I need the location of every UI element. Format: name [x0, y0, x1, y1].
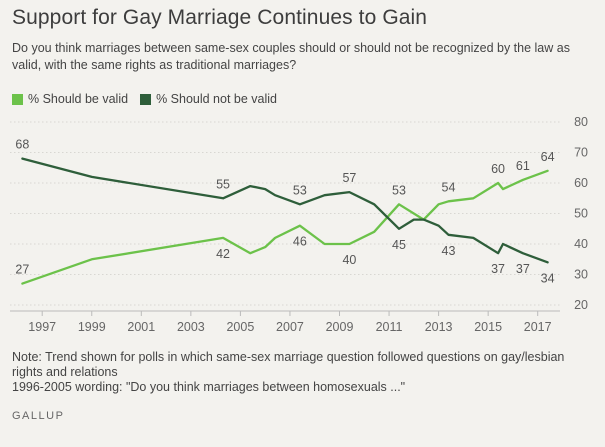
data-label: 46: [293, 235, 307, 249]
data-label: 42: [216, 247, 230, 261]
data-label: 27: [15, 263, 29, 277]
data-label: 68: [15, 138, 29, 152]
data-label: 37: [491, 262, 505, 276]
legend-item-not-valid: % Should not be valid: [140, 92, 277, 106]
y-tick-label: 60: [574, 176, 588, 190]
y-tick-label: 20: [574, 298, 588, 312]
chart-subtitle: Do you think marriages between same-sex …: [12, 41, 570, 72]
legend-item-valid: % Should be valid: [12, 92, 128, 106]
x-tick-label: 2005: [226, 320, 254, 334]
data-label: 61: [516, 159, 530, 173]
data-label: 37: [516, 262, 530, 276]
data-label: 43: [442, 244, 456, 258]
data-label: 64: [541, 150, 555, 164]
data-label: 53: [392, 183, 406, 197]
gallup-logo: GALLUP: [12, 410, 65, 422]
data-label: 57: [342, 171, 356, 185]
legend-swatch-not-valid: [140, 93, 152, 105]
x-tick-label: 1997: [28, 320, 56, 334]
y-tick-label: 80: [574, 115, 588, 129]
data-label: 54: [442, 180, 456, 194]
data-label: 34: [541, 271, 555, 285]
x-tick-label: 2013: [425, 320, 453, 334]
chart-note: Note: Trend shown for polls in which sam…: [12, 350, 597, 395]
y-tick-label: 50: [574, 207, 588, 221]
line-chart: 20 30 40 50 60 70 80 1997 1999 2001 2003 2005 2007 20…: [10, 115, 588, 334]
series-line-should-be-valid: [21, 169, 549, 285]
x-tick-label: 2007: [276, 320, 304, 334]
data-label: 40: [342, 253, 356, 267]
chart-title: Support for Gay Marriage Continues to Ga…: [12, 6, 428, 29]
data-label: 53: [293, 183, 307, 197]
data-label: 45: [392, 238, 406, 252]
legend-label-valid: % Should be valid: [28, 92, 129, 106]
note-wording: 1996-2005 wording: "Do you think marriag…: [12, 380, 406, 394]
x-tick-label: 2015: [474, 320, 502, 334]
data-label: 60: [491, 162, 505, 176]
y-tick-label: 30: [574, 268, 588, 282]
y-tick-label: 70: [574, 146, 588, 160]
x-tick-label: 2017: [524, 320, 552, 334]
x-tick-label: 1999: [78, 320, 106, 334]
series-line-should-not-be-valid: [21, 157, 549, 264]
x-tick-label: 2009: [326, 320, 354, 334]
x-tick-label: 2003: [177, 320, 205, 334]
x-tick-label: 2011: [376, 320, 403, 334]
legend: % Should be valid % Should not be valid: [12, 92, 289, 106]
x-tick-label: 2001: [127, 320, 155, 334]
note-text: Note: Trend shown for polls in which sam…: [12, 350, 565, 379]
y-tick-label: 40: [574, 237, 588, 251]
data-label: 55: [216, 177, 230, 191]
legend-swatch-valid: [12, 93, 23, 105]
legend-label-not-valid: % Should not be valid: [156, 92, 277, 106]
